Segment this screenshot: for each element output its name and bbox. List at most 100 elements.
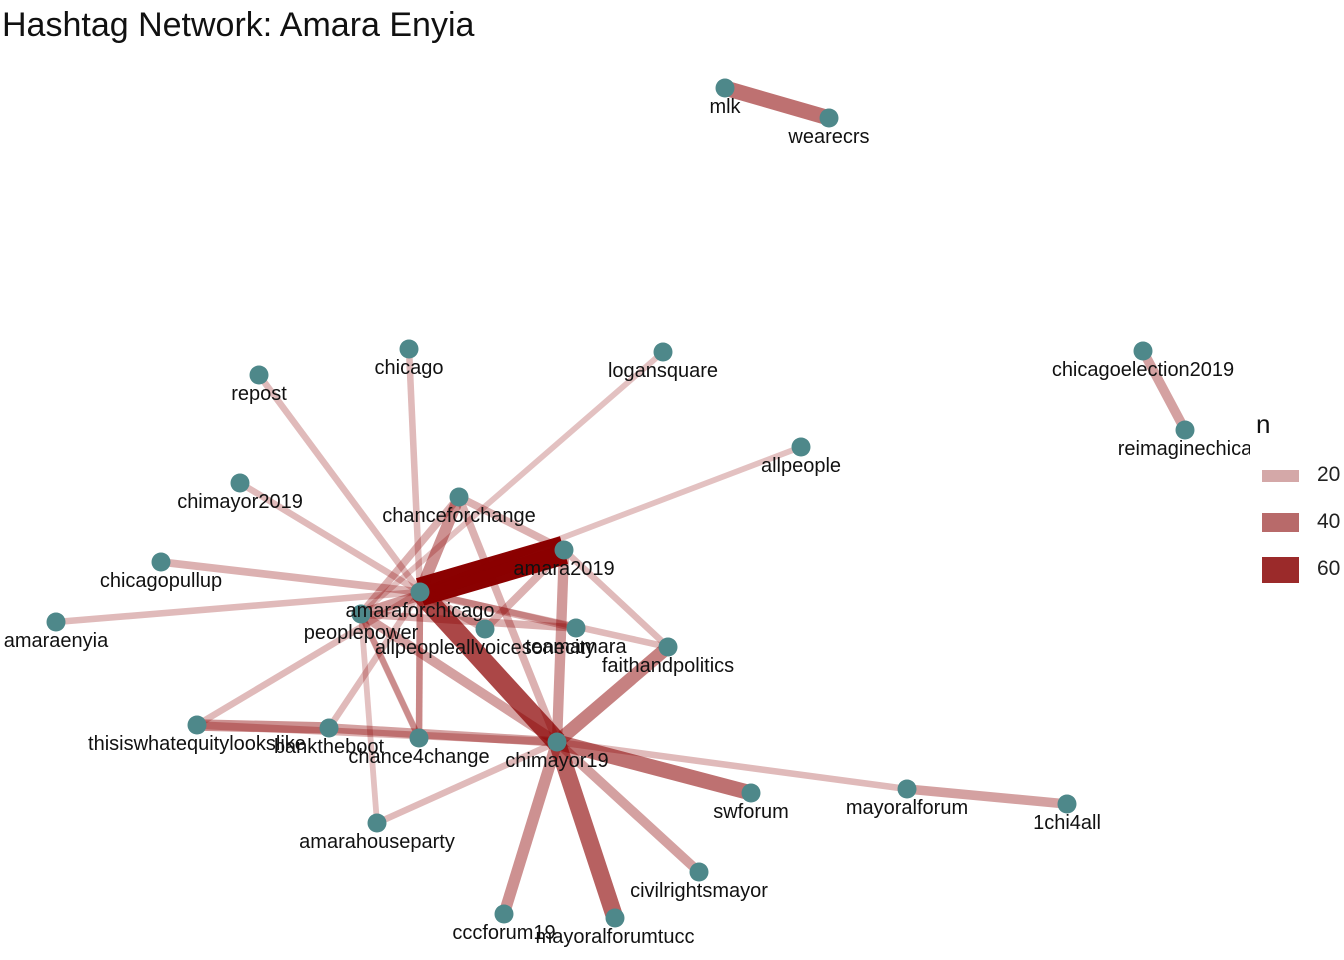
node-label-banktheboot: banktheboot xyxy=(274,736,385,758)
node-chicagopullup xyxy=(151,552,171,572)
edge-allpeople-amaraforchicago xyxy=(418,444,803,595)
node-chanceforchange xyxy=(449,487,469,507)
legend-item: 40 xyxy=(1262,510,1344,534)
edge-chimayor19-banktheboot xyxy=(328,723,558,747)
node-1chi4all xyxy=(1057,794,1077,814)
node-amaraenyia xyxy=(46,612,66,632)
legend-swatch xyxy=(1262,557,1299,583)
legend-label: 20 xyxy=(1317,463,1341,486)
edge-thisiswhatequitylookslike-banktheboot xyxy=(196,719,330,734)
legend-item: 20 xyxy=(1262,463,1344,487)
node-label-chicago: chicago xyxy=(375,357,444,379)
node-mayoralforum xyxy=(897,779,917,799)
node-chimayor2019 xyxy=(230,473,250,493)
edge-thisiswhatequitylookslike-chimayor19 xyxy=(196,721,558,746)
network-graph: mlk wearecrs chicagoelection2019 reimaginec… xyxy=(4,78,1250,948)
edge-mayoralforum-1chi4all xyxy=(906,784,1068,809)
node-label-mayoralforumtucc: mayoralforumtucc xyxy=(536,926,695,948)
node-label-faithandpolitics: faithandpolitics xyxy=(602,655,734,677)
node-allpeopleallvoicesoneCity xyxy=(475,619,495,639)
node-label-amara2019: amara2019 xyxy=(513,558,614,580)
node-faithandpolitics xyxy=(658,637,678,657)
node-reimaginechicago xyxy=(1175,420,1195,440)
node-label-chimayor19: chimayor19 xyxy=(505,750,608,772)
node-civilrightsmayor xyxy=(689,862,709,882)
node-chicagoelection2019 xyxy=(1133,341,1153,361)
edge-amaraforchicago-teamamara xyxy=(419,588,577,632)
node-repost xyxy=(249,365,269,385)
legend-item: 60 xyxy=(1262,557,1344,583)
edge-amaraforchicago-chance4change xyxy=(415,591,424,739)
node-label-swforum: swforum xyxy=(713,801,789,823)
node-amaraforchicago xyxy=(410,582,430,602)
legend-swatch xyxy=(1262,470,1299,482)
edge-logansquare-peoplepower xyxy=(359,349,665,617)
edge-chimayor19-faithandpolitics xyxy=(552,641,673,748)
node-label-reimaginechicago: reimaginechica xyxy=(1118,438,1250,460)
legend-label: 60 xyxy=(1317,557,1341,580)
edge-amara2019-allpeopleallvoicesoneCity xyxy=(482,547,567,632)
node-allpeople xyxy=(791,437,811,457)
node-label-1chi4all: 1chi4all xyxy=(1033,812,1101,834)
node-banktheboot xyxy=(319,718,339,738)
edge-thisiswhatequitylookslike-amaraforchicago xyxy=(195,589,422,728)
node-wearecrs xyxy=(819,108,839,128)
edge-chanceforchange-amaraforchicago xyxy=(414,494,465,595)
edge-chimayor19-chanceforchange xyxy=(455,495,561,744)
node-label-allpeopleallvoicesoneCity: allpeopleallvoicesonecity xyxy=(375,637,595,659)
node-label-repost: repost xyxy=(231,383,287,405)
edge-peoplepower-chance4change xyxy=(358,612,422,740)
edge-amaraforchicago-amara2019 xyxy=(415,536,569,606)
edge-chance4change-amaraforchicago xyxy=(415,591,424,739)
node-label-mlk: mlk xyxy=(709,96,741,118)
edge-chance4change-peoplepower xyxy=(358,612,422,740)
node-swforum xyxy=(741,783,761,803)
node-label-thisiswhatequitylookslike: thisiswhatequitylookslike xyxy=(88,733,306,755)
edge-chicago-amaraforchicago xyxy=(405,348,424,593)
node-logansquare xyxy=(653,342,673,362)
edge-chimayor2019-amaraforchicago xyxy=(238,480,422,595)
legend-label: 40 xyxy=(1317,510,1341,533)
edge-amaraenyia-amaraforchicago xyxy=(55,588,421,626)
node-mayoralforumtucc xyxy=(605,908,625,928)
chart-title: Hashtag Network: Amara Enyia xyxy=(2,6,475,44)
edge-peoplepower-amarahouseparty xyxy=(358,613,380,824)
node-label-amaraenyia: amaraenyia xyxy=(4,630,109,652)
edge-amaraforchicago-faithandpolitics xyxy=(419,588,669,651)
node-amara2019 xyxy=(554,540,574,560)
node-label-peoplepower: peoplepower xyxy=(304,622,419,644)
node-label-wearecrs: wearecrs xyxy=(787,126,869,148)
node-label-logansquare: logansquare xyxy=(608,360,718,382)
legend-swatch xyxy=(1262,513,1299,532)
node-mlk xyxy=(715,78,735,98)
node-label-cccforum19: cccforum19 xyxy=(452,922,555,944)
edge-chimayor19-amarahouseparty xyxy=(375,739,559,826)
node-thisiswhatequitylookslike xyxy=(187,715,207,735)
node-cccforum19 xyxy=(494,904,514,924)
node-label-chicagoelection2019: chicagoelection2019 xyxy=(1052,359,1234,381)
edge-amara2019-peoplepower xyxy=(359,545,566,619)
edge-chimayor19-cccforum19 xyxy=(498,740,563,916)
edge-chimayor19-mayoralforum xyxy=(556,738,908,793)
legend-title: n xyxy=(1256,409,1271,439)
edge-amaraforchicago-allpeopleallvoicesoneCity xyxy=(418,588,487,633)
edge-banktheboot-amaraforchicago xyxy=(326,590,423,730)
edge-mlk-wearecrs xyxy=(722,80,832,126)
node-teamamara xyxy=(566,618,586,638)
edge-chicagopullup-amaraforchicago xyxy=(160,558,421,596)
edge-amara2019-faithandpolitics xyxy=(561,547,671,650)
node-peoplepower xyxy=(351,604,371,624)
edge-chimayor19-peoplepower xyxy=(358,609,560,747)
edge-chicagoelection2019-reimaginechicago xyxy=(1138,348,1190,433)
node-label-teamamara: teamamara xyxy=(525,636,627,658)
node-label-civilrightsmayor: civilrightsmayor xyxy=(630,880,768,902)
node-chicago xyxy=(399,339,419,359)
node-chimayor19 xyxy=(547,732,567,752)
node-label-allpeople: allpeople xyxy=(761,455,841,477)
legend: n 20 40 60 xyxy=(1250,405,1344,605)
labels-layer: mlk wearecrs chicagoelection2019 reimaginec… xyxy=(4,96,1250,948)
edge-chimayor19-mayoralforumtucc xyxy=(548,739,624,921)
edge-amaraforchicago-chimayor19 xyxy=(412,585,565,749)
node-label-amarahouseparty: amarahouseparty xyxy=(299,831,455,853)
node-label-chicagopullup: chicagopullup xyxy=(100,570,222,592)
